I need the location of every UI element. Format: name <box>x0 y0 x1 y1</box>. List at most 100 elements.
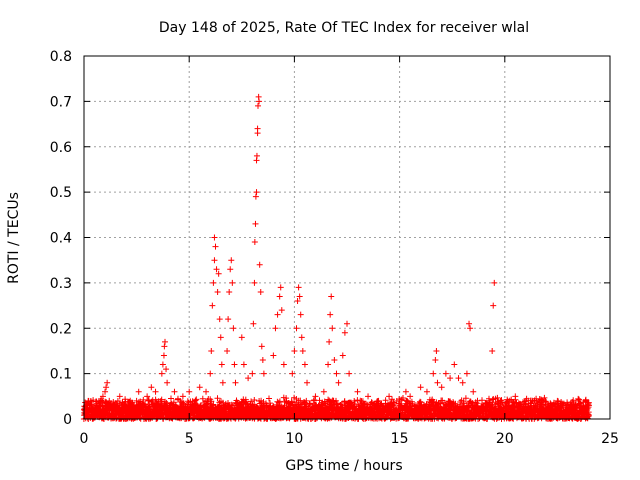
data-point <box>335 379 342 386</box>
data-point <box>215 270 222 277</box>
x-tick-label: 25 <box>601 431 619 447</box>
data-point <box>249 370 256 377</box>
data-point <box>296 293 303 300</box>
data-point <box>213 266 220 273</box>
y-tick-label: 0.3 <box>50 276 72 292</box>
data-point <box>217 334 224 341</box>
data-point <box>127 402 134 409</box>
data-point <box>346 370 353 377</box>
data-point <box>230 325 237 332</box>
data-point <box>298 334 305 341</box>
y-tick-label: 0.2 <box>50 321 72 337</box>
data-point <box>93 402 100 409</box>
data-point <box>455 375 462 382</box>
data-point <box>148 384 155 391</box>
data-point <box>207 370 214 377</box>
data-point <box>212 243 219 250</box>
data-point <box>497 397 504 404</box>
data-point <box>291 347 298 354</box>
data-point <box>564 402 571 409</box>
data-point <box>320 388 327 395</box>
data-point <box>258 343 265 350</box>
data-point <box>144 393 151 400</box>
data-point <box>575 397 582 404</box>
data-point <box>297 311 304 318</box>
data-point <box>331 357 338 364</box>
data-point <box>259 357 266 364</box>
data-point <box>417 384 424 391</box>
y-tick-label: 0.4 <box>50 231 72 247</box>
chart-title: Day 148 of 2025, Rate Of TEC Index for r… <box>159 20 529 36</box>
y-tick-label: 0.1 <box>50 367 72 383</box>
data-point <box>224 347 231 354</box>
data-point <box>276 293 283 300</box>
data-point <box>327 311 334 318</box>
data-point <box>325 361 332 368</box>
data-point <box>218 361 225 368</box>
x-tick-label: 0 <box>80 431 89 447</box>
data-point <box>225 316 232 323</box>
data-point <box>438 384 445 391</box>
data-point <box>102 388 109 395</box>
grid <box>84 56 610 419</box>
y-tick-label: 0.5 <box>50 185 72 201</box>
data-point <box>89 406 96 413</box>
data-point <box>402 388 409 395</box>
data-point <box>164 379 171 386</box>
data-point <box>179 393 186 400</box>
data-point <box>554 397 561 404</box>
data-point <box>226 288 233 295</box>
data-point <box>274 311 281 318</box>
data-point <box>252 220 259 227</box>
data-point <box>152 388 159 395</box>
data-point <box>451 361 458 368</box>
data-point <box>253 152 260 159</box>
data-point <box>430 370 437 377</box>
data-point <box>135 388 142 395</box>
data-point <box>341 329 348 336</box>
data-point <box>196 384 203 391</box>
data-point <box>116 393 123 400</box>
data-point <box>272 325 279 332</box>
data-point <box>231 361 238 368</box>
data-point <box>278 307 285 314</box>
x-tick-label: 20 <box>496 431 514 447</box>
data-point <box>171 388 178 395</box>
data-point <box>447 375 454 382</box>
data-point <box>339 352 346 359</box>
data-point <box>299 347 306 354</box>
data-point <box>186 388 193 395</box>
data-point <box>251 279 258 286</box>
x-axis-label: GPS time / hours <box>285 458 402 474</box>
data-point <box>257 288 264 295</box>
data-point <box>312 393 319 400</box>
x-tick-label: 10 <box>285 431 303 447</box>
data-point <box>211 234 218 241</box>
data-point <box>423 388 430 395</box>
data-point <box>459 379 466 386</box>
x-tick-label: 5 <box>185 431 194 447</box>
data-point <box>328 293 335 300</box>
y-tick-label: 0.7 <box>50 94 72 110</box>
data-point <box>301 361 308 368</box>
data-point <box>463 370 470 377</box>
data-point <box>467 325 474 332</box>
data-point <box>104 379 111 386</box>
data-point <box>326 338 333 345</box>
data-point <box>260 370 267 377</box>
data-point <box>344 320 350 327</box>
data-point <box>293 325 300 332</box>
data-series <box>83 93 592 413</box>
data-point <box>106 397 113 404</box>
data-point <box>270 352 277 359</box>
y-axis-label: ROTI / TECUs <box>6 192 22 284</box>
data-point <box>396 397 403 404</box>
data-point <box>227 266 234 273</box>
data-point <box>209 302 216 309</box>
x-axis: 0 5 10 15 20 25 <box>80 56 619 447</box>
data-point <box>252 193 259 200</box>
data-point <box>539 397 546 404</box>
data-point <box>85 397 92 404</box>
data-point <box>240 361 247 368</box>
y-axis: 0 0.1 0.2 0.3 0.4 0.5 0.6 0.7 0.8 <box>50 49 610 428</box>
